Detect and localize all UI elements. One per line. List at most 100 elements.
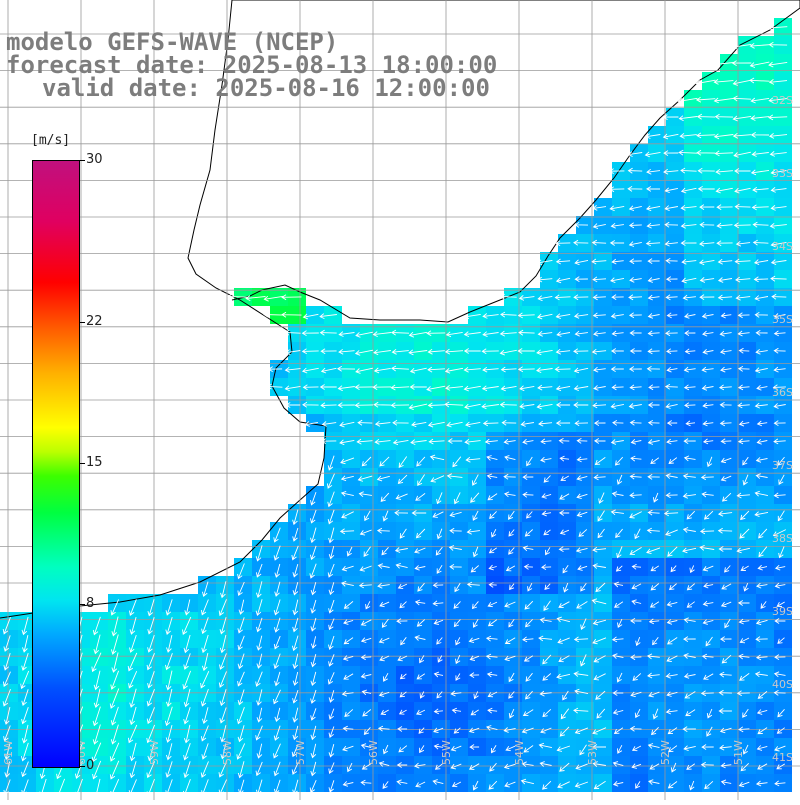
wind-arrow <box>357 475 373 482</box>
wind-arrow <box>732 95 752 102</box>
wind-arrow <box>292 581 299 596</box>
wind-arrow <box>328 618 335 631</box>
wind-arrow <box>419 655 425 664</box>
wind-arrow <box>721 492 732 502</box>
wind-arrow <box>201 634 209 654</box>
wind-arrow <box>360 654 372 661</box>
wind-arrow <box>562 690 569 701</box>
wind-arrow <box>720 366 732 373</box>
wind-arrow <box>537 330 553 337</box>
wind-arrow <box>328 708 335 720</box>
wind-arrow <box>426 330 446 337</box>
wind-arrow <box>343 673 354 680</box>
wind-arrow <box>255 581 263 599</box>
wind-arrow <box>238 599 245 615</box>
wind-arrow <box>455 673 461 681</box>
lon-label: 59W <box>148 740 161 765</box>
wind-arrow <box>377 582 390 589</box>
wind-arrow <box>436 564 443 574</box>
wind-arrow <box>245 295 266 302</box>
wind-arrow <box>573 707 589 714</box>
wind-arrow <box>408 403 428 411</box>
wind-arrow <box>756 438 768 445</box>
wind-arrow <box>4 706 11 725</box>
wind-arrow <box>327 455 335 471</box>
wind-arrow <box>508 708 515 719</box>
wind-arrow <box>410 439 427 446</box>
wind-arrow <box>732 132 752 139</box>
wind-arrow <box>484 438 498 445</box>
wind-arrow <box>409 367 427 374</box>
wind-arrow <box>665 403 678 409</box>
wind-arrow <box>355 367 373 374</box>
wind-arrow <box>770 187 787 193</box>
wind-arrow <box>292 527 299 542</box>
wind-arrow <box>414 762 426 769</box>
wind-arrow <box>555 402 571 408</box>
wind-arrow <box>236 707 245 725</box>
wind-arrow <box>573 348 589 355</box>
wind-arrow <box>629 419 642 426</box>
wind-arrow <box>738 347 750 354</box>
wind-arrow <box>392 419 409 426</box>
wind-arrow <box>432 511 444 518</box>
wind-arrow <box>592 402 607 409</box>
wind-arrow <box>630 691 642 698</box>
wind-arrow <box>486 455 498 461</box>
wind-arrow <box>773 366 786 373</box>
wind-arrow <box>720 762 732 769</box>
wind-arrow <box>359 529 372 536</box>
wind-arrow <box>508 672 515 683</box>
wind-arrow <box>182 779 191 797</box>
colorbar-tick <box>79 321 85 323</box>
wind-arrow <box>273 743 281 759</box>
wind-arrow <box>328 762 335 774</box>
wind-arrow <box>629 492 642 499</box>
wind-arrow <box>774 582 786 589</box>
wind-arrow <box>320 367 337 374</box>
wind-arrow <box>576 456 588 463</box>
wind-arrow <box>557 637 570 644</box>
wind-arrow <box>753 276 769 283</box>
wind-arrow <box>682 473 696 480</box>
wind-arrow <box>542 708 552 718</box>
wind-arrow <box>397 583 408 590</box>
wind-arrow <box>738 420 750 427</box>
wind-arrow <box>464 439 481 445</box>
wind-arrow <box>750 115 770 121</box>
wind-arrow <box>556 673 571 680</box>
wind-arrow <box>718 384 732 391</box>
wind-arrow <box>409 384 427 390</box>
wind-arrow <box>610 509 624 516</box>
wind-arrow <box>165 653 173 671</box>
wind-arrow <box>573 402 589 408</box>
wind-arrow <box>416 619 426 627</box>
wind-arrow <box>740 565 749 571</box>
wind-arrow <box>373 349 391 356</box>
wind-arrow <box>592 727 607 735</box>
wind-arrow <box>485 635 498 642</box>
wind-arrow <box>542 654 552 665</box>
wind-arrow <box>701 384 714 391</box>
wind-arrow <box>466 581 480 588</box>
wind-arrow <box>489 762 497 772</box>
wind-arrow <box>630 654 642 661</box>
wind-arrow <box>301 348 319 355</box>
wind-arrow <box>666 691 678 697</box>
wind-arrow <box>648 384 660 391</box>
wind-arrow <box>432 779 444 785</box>
wind-arrow <box>341 565 354 572</box>
wind-arrow <box>482 331 499 338</box>
wind-arrow <box>592 637 607 645</box>
wind-arrow <box>732 115 752 122</box>
wind-arrow <box>524 529 534 537</box>
wind-arrow <box>750 97 770 104</box>
wind-arrow <box>573 671 589 677</box>
wind-arrow <box>702 600 714 607</box>
wind-arrow <box>436 637 443 645</box>
wind-arrow <box>695 96 716 103</box>
wind-arrow <box>699 204 715 210</box>
wind-arrow <box>574 276 588 282</box>
wind-arrow <box>503 491 516 498</box>
wind-arrow <box>682 547 697 554</box>
